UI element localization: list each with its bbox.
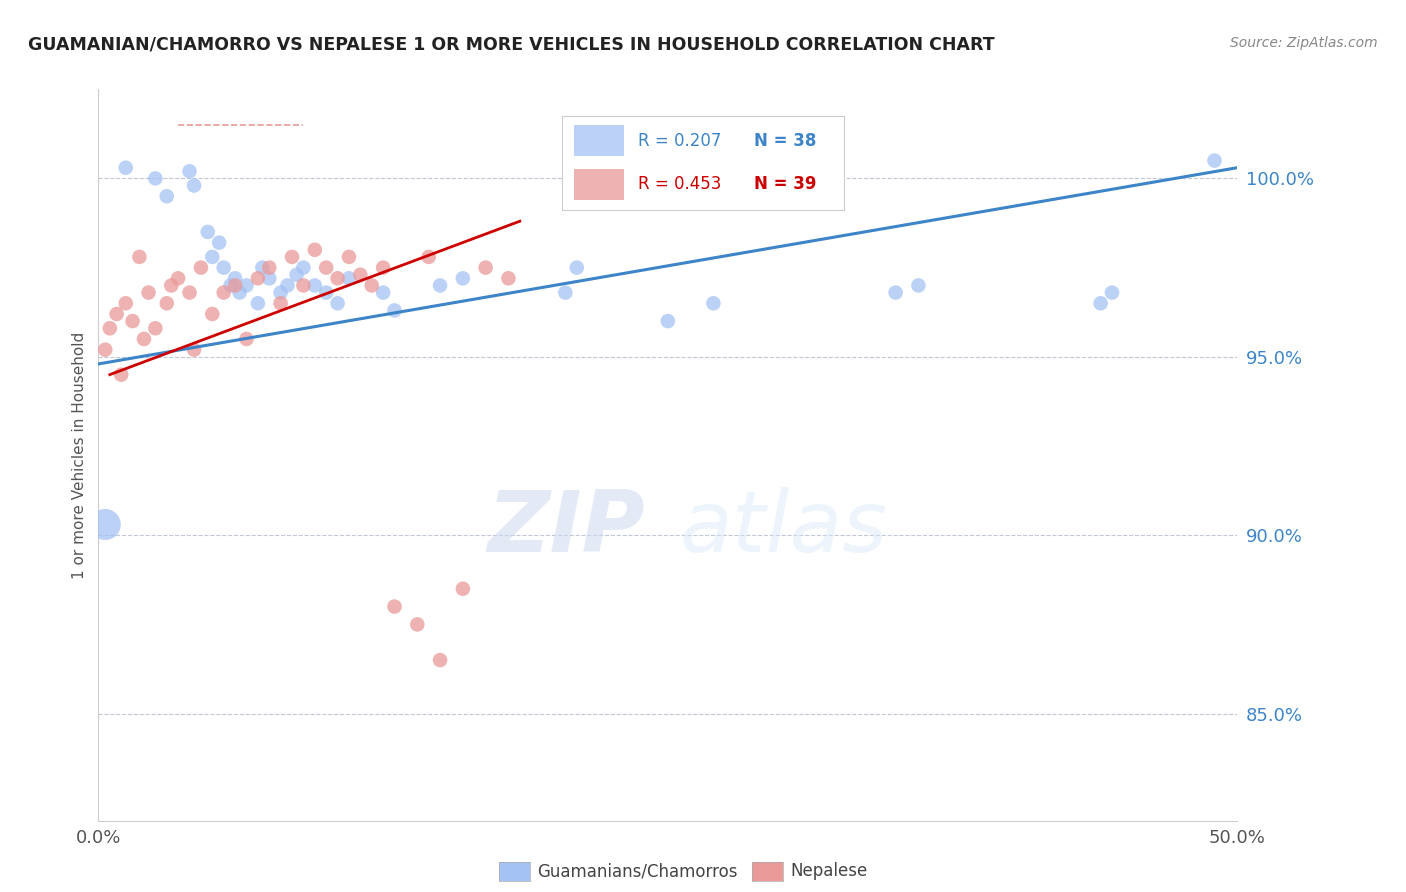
Point [384, 599, 406, 614]
Point [208, 235, 231, 250]
Point [179, 285, 201, 300]
Point [1204, 153, 1226, 168]
Point [1101, 285, 1123, 300]
Point [156, 296, 179, 310]
Point [304, 243, 326, 257]
Point [418, 250, 440, 264]
Point [156, 189, 179, 203]
Point [371, 260, 394, 275]
Point [246, 271, 269, 285]
Point [349, 268, 371, 282]
Point [498, 271, 520, 285]
Point [145, 171, 167, 186]
Point [98, 321, 121, 335]
Point [384, 303, 406, 318]
Point [326, 271, 349, 285]
Point [259, 260, 281, 275]
Point [451, 271, 474, 285]
Point [292, 278, 315, 293]
Point [406, 617, 429, 632]
Point [702, 296, 724, 310]
Point [474, 260, 496, 275]
Point [224, 278, 246, 293]
Point [219, 278, 242, 293]
Point [315, 260, 337, 275]
Point [235, 332, 257, 346]
Point [884, 285, 907, 300]
Point [246, 296, 269, 310]
Point [228, 285, 250, 300]
Point [190, 260, 212, 275]
Text: GUAMANIAN/CHAMORRO VS NEPALESE 1 OR MORE VEHICLES IN HOUSEHOLD CORRELATION CHART: GUAMANIAN/CHAMORRO VS NEPALESE 1 OR MORE… [28, 36, 995, 54]
Point [201, 250, 224, 264]
Text: N = 39: N = 39 [754, 175, 815, 193]
Point [259, 271, 281, 285]
Point [565, 260, 588, 275]
Point [94, 517, 117, 532]
Point [337, 271, 360, 285]
Point [252, 260, 274, 275]
Point [114, 296, 136, 310]
Point [429, 278, 451, 293]
Point [371, 285, 394, 300]
Point [304, 278, 326, 293]
Point [160, 278, 183, 293]
Point [451, 582, 474, 596]
Text: R = 0.207: R = 0.207 [638, 132, 721, 150]
Text: Guamanians/Chamorros: Guamanians/Chamorros [537, 863, 738, 880]
Point [276, 278, 298, 293]
Point [270, 285, 292, 300]
Point [138, 285, 160, 300]
Text: N = 38: N = 38 [754, 132, 815, 150]
Point [145, 321, 167, 335]
Point [907, 278, 929, 293]
Point [197, 225, 219, 239]
Point [285, 268, 308, 282]
Point [132, 332, 155, 346]
Point [315, 285, 337, 300]
Point [235, 278, 257, 293]
Point [270, 296, 292, 310]
Point [121, 314, 143, 328]
Point [105, 307, 128, 321]
Text: ZIP: ZIP [488, 486, 645, 570]
Text: atlas: atlas [679, 486, 887, 570]
Text: Nepalese: Nepalese [790, 863, 868, 880]
Point [183, 343, 205, 357]
Point [212, 260, 235, 275]
Point [94, 343, 117, 357]
Point [281, 250, 304, 264]
Point [1090, 296, 1112, 310]
Point [201, 307, 224, 321]
Point [212, 285, 235, 300]
Point [292, 260, 315, 275]
Point [167, 271, 190, 285]
Point [114, 161, 136, 175]
Point [554, 285, 576, 300]
Text: Source: ZipAtlas.com: Source: ZipAtlas.com [1230, 36, 1378, 50]
Point [337, 250, 360, 264]
Y-axis label: 1 or more Vehicles in Household: 1 or more Vehicles in Household [72, 331, 87, 579]
Text: R = 0.453: R = 0.453 [638, 175, 721, 193]
Point [657, 314, 679, 328]
Point [429, 653, 451, 667]
Point [179, 164, 201, 178]
Point [110, 368, 132, 382]
Point [128, 250, 150, 264]
Point [224, 271, 246, 285]
Point [326, 296, 349, 310]
Point [360, 278, 382, 293]
Bar [574, 126, 624, 156]
Bar [574, 169, 624, 201]
Point [183, 178, 205, 193]
